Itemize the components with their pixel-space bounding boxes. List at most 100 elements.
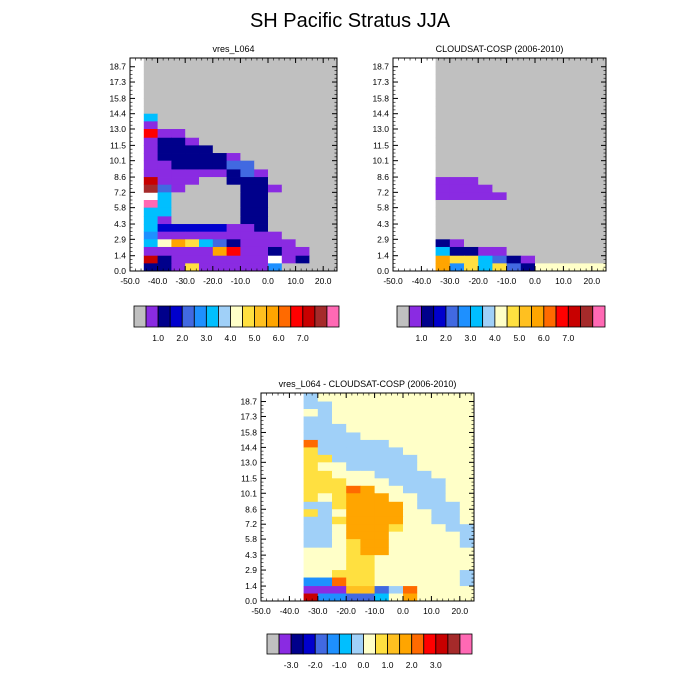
colorbar-box xyxy=(567,305,581,328)
heatmap-cell xyxy=(254,169,269,178)
heatmap-cell xyxy=(577,192,593,201)
heatmap-cell xyxy=(403,416,418,425)
heatmap-cell xyxy=(185,184,200,193)
heatmap-cell xyxy=(360,462,375,472)
heatmap-cell xyxy=(591,129,607,139)
heatmap-cell xyxy=(478,89,493,99)
panel-difference: vres_L064 - CLOUDSAT-COSP (2006-2010) -50… xyxy=(240,379,475,670)
colorbar-box xyxy=(411,633,425,655)
heatmap-cell xyxy=(346,478,361,487)
heatmap-cell xyxy=(240,129,255,139)
y-tick-label: 2.9 xyxy=(377,234,389,244)
heatmap-cell xyxy=(199,255,214,264)
heatmap-cell xyxy=(143,82,158,91)
heatmap-cell xyxy=(549,74,564,83)
heatmap-cell xyxy=(431,531,446,540)
heatmap-cell xyxy=(417,409,432,417)
colorbar-label: 0.0 xyxy=(358,660,370,670)
heatmap-cell xyxy=(185,177,200,186)
heatmap-cell xyxy=(506,169,522,178)
heatmap-cell xyxy=(492,58,507,68)
heatmap-cell xyxy=(254,82,269,91)
y-tick-label: 8.6 xyxy=(245,504,257,514)
heatmap-cell xyxy=(332,478,347,487)
heatmap-cell xyxy=(563,246,578,257)
heatmap-cell xyxy=(143,200,158,209)
heatmap-cell xyxy=(445,570,461,578)
heatmap-cell xyxy=(563,121,578,130)
heatmap-cell xyxy=(240,169,255,178)
heatmap-cell xyxy=(303,555,319,563)
heatmap-cell xyxy=(303,393,319,402)
heatmap-cell xyxy=(506,82,522,91)
heatmap-cell xyxy=(226,192,241,201)
heatmap-cell xyxy=(403,454,418,463)
heatmap-cell xyxy=(577,216,593,225)
heatmap-cell xyxy=(171,207,186,217)
heatmap-cell xyxy=(157,200,172,209)
heatmap-cell xyxy=(388,577,404,587)
heatmap-cell xyxy=(563,58,578,68)
heatmap-cell xyxy=(459,432,475,441)
heatmap-cell xyxy=(506,192,522,201)
colorbar-box xyxy=(254,305,268,328)
heatmap-cell xyxy=(281,58,296,68)
colorbar-box xyxy=(482,305,496,328)
heatmap-cell xyxy=(520,74,536,83)
heatmap-cell xyxy=(254,216,269,225)
heatmap-cell xyxy=(591,160,607,170)
heatmap-cell xyxy=(309,160,324,170)
heatmap-cell xyxy=(254,89,269,99)
heatmap-cell xyxy=(212,137,227,146)
heatmap-cell xyxy=(360,516,375,525)
heatmap-cell xyxy=(506,153,522,162)
heatmap-cell xyxy=(332,409,347,417)
heatmap-cell xyxy=(591,239,607,248)
heatmap-cell xyxy=(254,113,269,122)
heatmap-cell xyxy=(332,577,347,587)
heatmap-cell xyxy=(403,447,418,456)
heatmap-cell xyxy=(520,200,536,209)
x-tick-label: 10.0 xyxy=(423,606,440,616)
heatmap-cell xyxy=(374,509,390,518)
heatmap-cell xyxy=(254,74,269,83)
heatmap-cell xyxy=(171,129,186,139)
heatmap-cell xyxy=(199,98,214,107)
heatmap-cell xyxy=(323,216,338,225)
heatmap-cell xyxy=(492,177,507,186)
heatmap-cell xyxy=(388,432,404,441)
heatmap-cell xyxy=(240,177,255,186)
heatmap-cell xyxy=(332,462,347,472)
heatmap-cell xyxy=(281,121,296,130)
heatmap-cell xyxy=(403,501,418,510)
heatmap-cell xyxy=(226,82,241,91)
heatmap-cell xyxy=(199,224,214,233)
heatmap-cell xyxy=(212,121,227,130)
heatmap-cell xyxy=(268,177,283,186)
heatmap-cell xyxy=(591,200,607,209)
colorbar-label: 2.0 xyxy=(176,333,188,343)
heatmap-cell xyxy=(478,177,493,186)
colorbar-box xyxy=(445,305,459,328)
heatmap-cell xyxy=(360,447,375,456)
heatmap-cell xyxy=(388,586,404,594)
heatmap-cell xyxy=(464,153,479,162)
heatmap-cell xyxy=(254,224,269,233)
heatmap-cell xyxy=(431,409,446,417)
heatmap-cell xyxy=(268,153,283,162)
heatmap-cell xyxy=(549,121,564,130)
heatmap-cell xyxy=(459,562,475,571)
heatmap-cell xyxy=(199,106,214,115)
heatmap-cell xyxy=(445,416,461,425)
heatmap-cell xyxy=(435,200,451,209)
heatmap-cell xyxy=(417,478,432,487)
colorbar-box xyxy=(181,305,195,328)
heatmap-cell xyxy=(591,263,607,272)
heatmap-cell xyxy=(360,470,375,479)
heatmap-cell xyxy=(199,184,214,193)
colorbar-label: 2.0 xyxy=(406,660,418,670)
heatmap-cell xyxy=(431,439,446,448)
heatmap-cell xyxy=(374,462,390,472)
heatmap-cell xyxy=(388,423,404,433)
heatmap-cell xyxy=(317,393,333,402)
